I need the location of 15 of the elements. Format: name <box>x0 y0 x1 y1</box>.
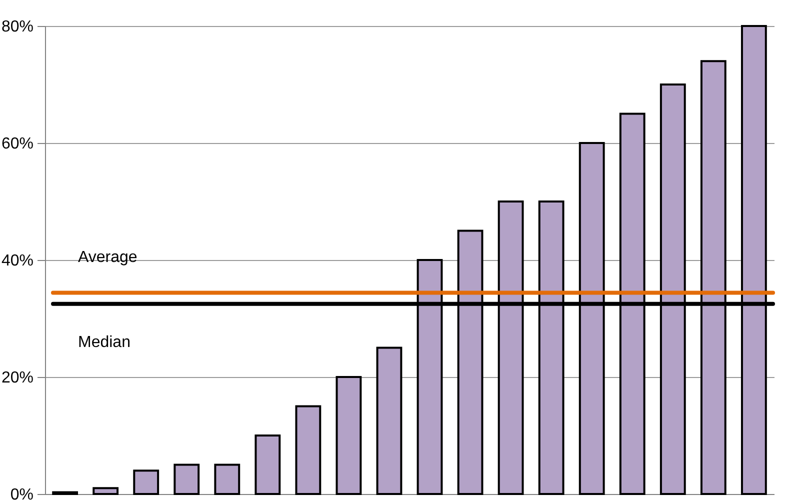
bar <box>376 346 402 495</box>
y-tick-label: 60% <box>1 136 34 152</box>
bar <box>133 470 160 495</box>
bar <box>214 464 240 495</box>
bar <box>92 487 119 495</box>
bar <box>295 405 322 495</box>
ref-line-label: Median <box>78 334 130 351</box>
y-tick-label: 40% <box>1 252 34 270</box>
y-tick-label: 80% <box>1 18 34 36</box>
y-tick-label: 20% <box>1 370 34 386</box>
bar <box>336 376 362 495</box>
ref-line-label: Average <box>78 248 138 266</box>
y-tick-label: 0% <box>10 486 34 500</box>
bar <box>254 434 281 495</box>
bar <box>174 464 200 495</box>
